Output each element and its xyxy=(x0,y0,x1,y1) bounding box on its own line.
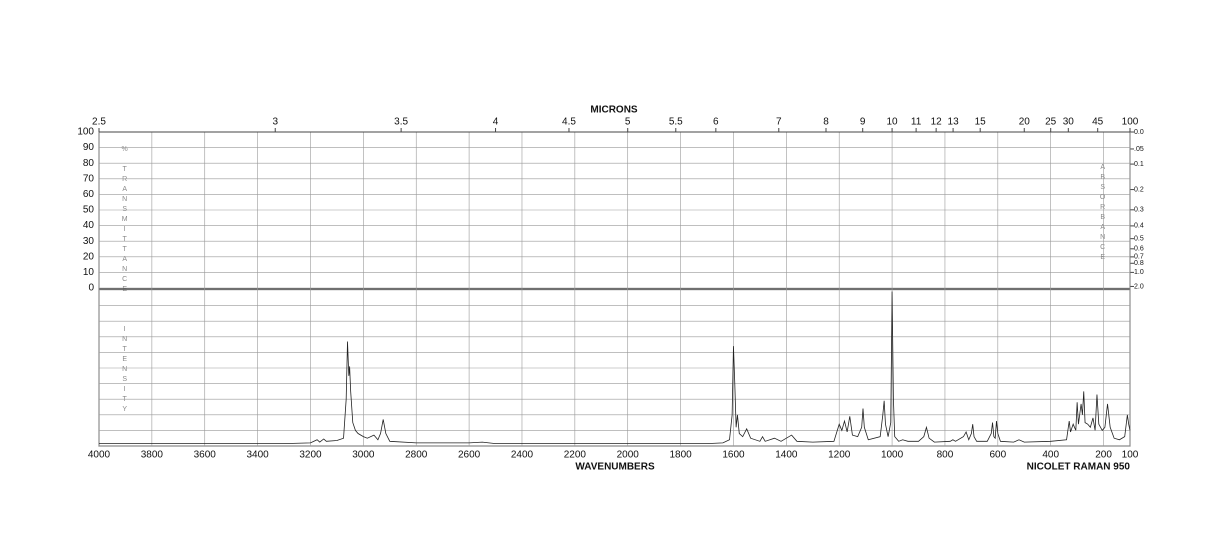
y-tick-label: 60 xyxy=(83,189,95,200)
y2-tick-label: 0.3 xyxy=(1134,207,1144,214)
x-tick-label: 1000 xyxy=(881,450,904,461)
y-tick-label: 10 xyxy=(83,267,95,278)
y-tick-label: 70 xyxy=(83,173,95,184)
x-tick-label: 400 xyxy=(1042,450,1059,461)
x2-tick-label: 45 xyxy=(1092,117,1104,128)
instrument-note: NICOLET RAMAN 950 xyxy=(1027,462,1131,473)
x2-tick-label: 100 xyxy=(1122,117,1139,128)
x-tick-label: 2800 xyxy=(405,450,428,461)
x-tick-label: 1600 xyxy=(722,450,745,461)
x2-tick-label: 3.5 xyxy=(394,117,408,128)
lower-axis-title: INTENSITY xyxy=(121,326,128,416)
x2-tick-label: 10 xyxy=(887,117,899,128)
x2-tick-label: 30 xyxy=(1063,117,1075,128)
x-tick-label: 2400 xyxy=(511,450,534,461)
y-tick-label: 80 xyxy=(83,158,95,169)
x-tick-label: 3600 xyxy=(194,450,217,461)
x2-tick-label: 5.5 xyxy=(669,117,683,128)
spectrum-line xyxy=(99,291,1131,445)
y2-tick-label: 0.5 xyxy=(1134,236,1144,243)
x2-tick-label: 4.5 xyxy=(562,117,576,128)
x2-tick-label: 20 xyxy=(1019,117,1031,128)
x2-tick-label: 13 xyxy=(948,117,960,128)
x2-tick-label: 11 xyxy=(911,117,922,128)
x2-tick-label: 2.5 xyxy=(92,117,106,128)
y2-tick-label: 0.1 xyxy=(1134,161,1144,168)
y2-tick-label: 1.0 xyxy=(1134,269,1144,276)
x-tick-label: 1200 xyxy=(828,450,851,461)
x-tick-label: 1400 xyxy=(775,450,798,461)
chart-title: MICRONS xyxy=(590,105,638,116)
y-tick-label: 90 xyxy=(83,142,95,153)
x-tick-label: 2000 xyxy=(617,450,640,461)
x2-tick-label: 12 xyxy=(931,117,943,128)
x-tick-label: 4000 xyxy=(88,450,111,461)
y2-tick-label: 0.4 xyxy=(1134,223,1144,230)
y2-axis-title: ABSORBANCE xyxy=(1099,164,1106,264)
x-tick-label: 1800 xyxy=(669,450,692,461)
x-tick-label: 2200 xyxy=(564,450,587,461)
y-tick-label: 100 xyxy=(77,127,94,138)
y-tick-label: 40 xyxy=(83,220,95,231)
x-tick-label: 2600 xyxy=(458,450,481,461)
y-tick-label: 50 xyxy=(83,205,95,216)
x2-tick-label: 6 xyxy=(713,117,719,128)
y2-tick-label: .05 xyxy=(1134,146,1144,153)
x-tick-label: 3400 xyxy=(246,450,269,461)
y2-tick-label: 0.8 xyxy=(1134,260,1144,267)
x2-tick-label: 15 xyxy=(975,117,987,128)
x2-tick-label: 7 xyxy=(776,117,782,128)
x2-tick-label: 25 xyxy=(1045,117,1057,128)
y-axis-title: % TRANSMITTANCE xyxy=(121,146,128,296)
x-tick-label: 3200 xyxy=(299,450,322,461)
x-tick-label: 800 xyxy=(937,450,954,461)
y2-tick-label: 0.0 xyxy=(1134,129,1144,136)
y-tick-label: 0 xyxy=(88,283,94,294)
y2-tick-label: 0.6 xyxy=(1134,246,1144,253)
x-tick-label: 100 xyxy=(1122,450,1139,461)
x2-tick-label: 8 xyxy=(823,117,829,128)
y2-tick-label: 0.2 xyxy=(1134,186,1144,193)
x2-tick-label: 9 xyxy=(860,117,866,128)
x2-tick-label: 5 xyxy=(625,117,631,128)
x-tick-label: 600 xyxy=(989,450,1006,461)
x-tick-label: 3800 xyxy=(141,450,164,461)
x2-tick-label: 3 xyxy=(272,117,278,128)
y2-tick-label: 0.7 xyxy=(1134,254,1144,261)
y-tick-label: 20 xyxy=(83,251,95,262)
y2-tick-label: 2.0 xyxy=(1134,283,1144,290)
x2-tick-label: 4 xyxy=(493,117,499,128)
x-tick-label: 3000 xyxy=(352,450,375,461)
x-tick-label: 200 xyxy=(1095,450,1112,461)
x-axis-title: WAVENUMBERS xyxy=(575,462,655,473)
y-tick-label: 30 xyxy=(83,236,95,247)
